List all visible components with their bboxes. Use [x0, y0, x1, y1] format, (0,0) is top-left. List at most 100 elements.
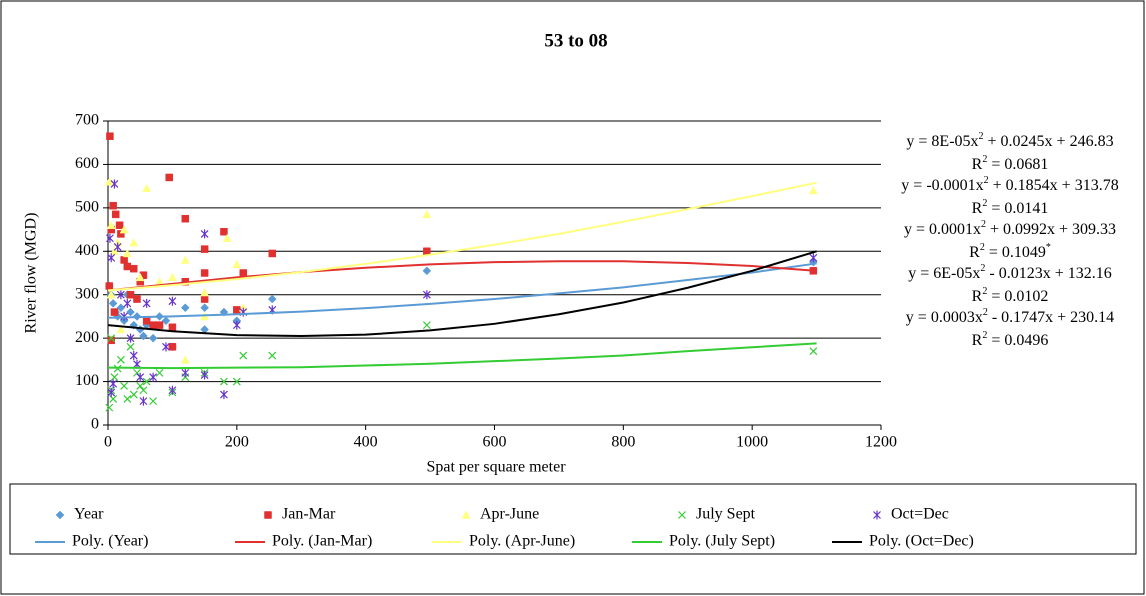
text-part: + 0.1854x + 313.78 — [989, 177, 1119, 194]
data-point — [220, 377, 228, 386]
data-point — [239, 269, 248, 277]
data-point — [200, 229, 209, 239]
data-point — [133, 295, 141, 303]
legend-label: Poly. (Year) — [72, 533, 148, 550]
data-point — [422, 209, 432, 219]
data-point — [139, 396, 148, 406]
data-point — [129, 238, 139, 247]
data-point — [168, 272, 177, 282]
data-point — [181, 214, 190, 223]
data-point — [133, 368, 141, 377]
text-part: R — [972, 288, 983, 305]
data-point — [111, 210, 120, 219]
r-squared: R2 = 0.0496 — [972, 330, 1049, 349]
legend-label: July Sept — [696, 506, 756, 523]
data-point — [110, 179, 119, 189]
text-part: = 0.1049 — [985, 244, 1046, 261]
data-point — [422, 290, 431, 300]
data-point — [268, 249, 277, 258]
legend-label: Poly. (Jan-Mar) — [272, 533, 372, 550]
text-part: * — [1046, 242, 1051, 253]
data-point — [105, 403, 114, 412]
r-squared: R2 = 0.1049* — [969, 242, 1051, 261]
text-part: 2 — [980, 242, 985, 253]
data-point — [106, 132, 114, 140]
data-point — [123, 298, 132, 308]
data-point — [200, 269, 209, 277]
data-point — [136, 372, 145, 382]
data-point — [162, 342, 170, 352]
data-point — [106, 290, 116, 299]
text-part: R — [972, 332, 983, 349]
text-part: 2 — [982, 286, 987, 297]
r-squared: R2 = 0.0141 — [972, 198, 1049, 217]
r-squared: R2 = 0.0681 — [972, 154, 1049, 173]
data-point — [126, 307, 135, 317]
data-point — [110, 308, 119, 316]
text-part: y = 8E-05x — [906, 133, 978, 150]
data-point — [233, 306, 241, 314]
data-point — [129, 390, 138, 399]
x-tick-label: 1200 — [865, 434, 897, 451]
data-point — [232, 377, 241, 386]
data-point — [422, 266, 432, 276]
text-part: 2 — [980, 263, 985, 274]
legend-marker — [873, 510, 881, 520]
data-point — [116, 290, 125, 300]
data-point — [122, 248, 132, 258]
x-tick-label: 600 — [483, 434, 507, 451]
text-part: = 0.0141 — [987, 200, 1048, 217]
y-tick-label: 0 — [91, 416, 99, 433]
text-part: 2 — [981, 219, 986, 230]
data-point — [220, 227, 228, 236]
data-point — [115, 221, 124, 229]
text-part: y = 0.0003x — [906, 309, 983, 326]
data-point — [116, 355, 125, 364]
data-point — [105, 282, 114, 290]
text-part: = 0.0681 — [987, 156, 1048, 173]
data-point — [136, 381, 145, 390]
legend-label: Poly. (July Sept) — [669, 533, 775, 550]
trendline-equation: y = 0.0001x2 + 0.0992x + 309.33 — [904, 219, 1116, 238]
y-tick-label: 500 — [75, 199, 99, 216]
data-point — [220, 390, 228, 400]
y-tick-label: 100 — [75, 372, 99, 389]
legend-label: Apr-June — [480, 506, 539, 523]
x-tick-label: 200 — [225, 434, 249, 451]
text-part: 2 — [983, 307, 988, 318]
text-part: R — [972, 200, 983, 217]
data-point — [109, 201, 117, 210]
data-point — [139, 331, 148, 341]
data-point — [142, 183, 152, 193]
trendline — [107, 262, 817, 319]
data-point — [267, 294, 277, 304]
y-tick-label: 300 — [75, 285, 99, 302]
data-point — [109, 379, 118, 389]
data-point — [809, 253, 818, 263]
data-point — [809, 347, 818, 356]
data-point — [108, 299, 118, 308]
data-point — [168, 343, 177, 351]
text-part: = 0.0496 — [987, 332, 1048, 349]
data-point — [107, 387, 116, 397]
trendline-equation: y = 8E-05x2 + 0.0245x + 246.83 — [906, 131, 1113, 150]
legend-marker — [678, 511, 686, 519]
data-point — [168, 385, 177, 395]
data-point — [120, 381, 129, 390]
data-point — [808, 185, 818, 195]
legend-label: Poly. (Apr-June) — [469, 533, 575, 550]
text-part: - 0.0123x + 132.16 — [985, 265, 1111, 282]
data-point — [422, 321, 431, 330]
data-point — [110, 373, 119, 382]
data-point — [180, 255, 190, 264]
trendline — [107, 250, 817, 337]
data-point — [222, 233, 232, 243]
text-part: + 0.0992x + 309.33 — [986, 221, 1116, 238]
data-point — [165, 173, 173, 182]
legend-marker — [461, 510, 471, 519]
data-point — [120, 256, 128, 264]
y-tick-label: 700 — [75, 112, 99, 129]
data-point — [268, 351, 277, 360]
text-part: = 0.0102 — [987, 288, 1048, 305]
